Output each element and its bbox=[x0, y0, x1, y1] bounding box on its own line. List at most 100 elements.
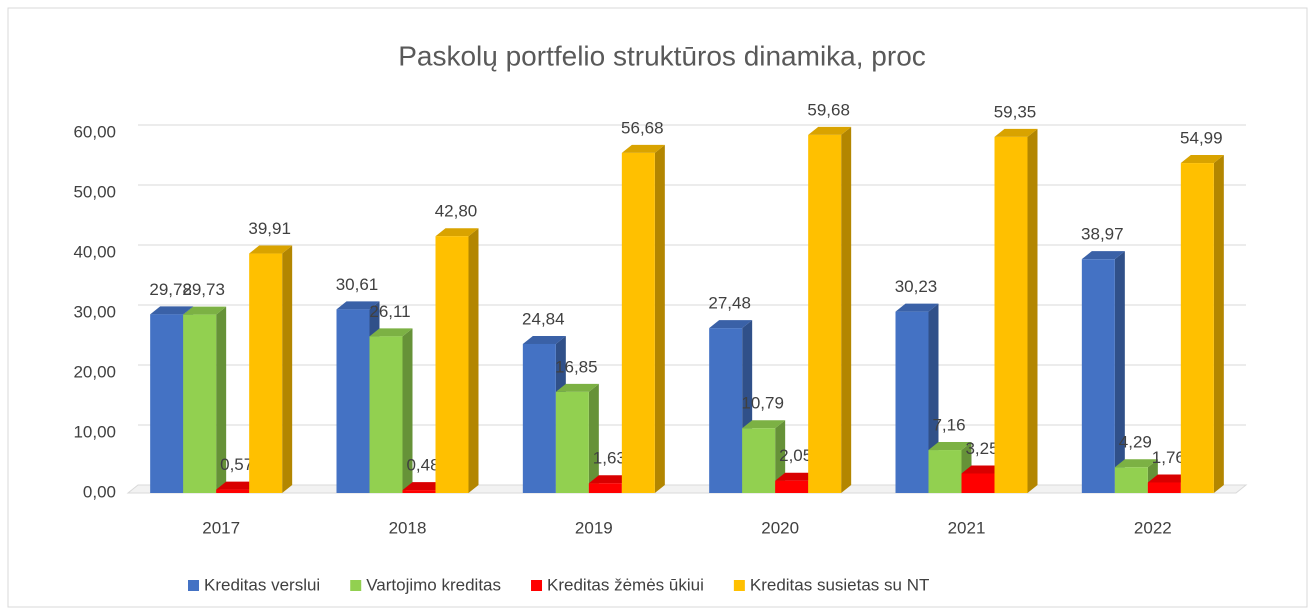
bar-side bbox=[282, 245, 293, 493]
data-label: 29,78 bbox=[149, 280, 192, 299]
legend-label: Kreditas žėmės ūkiui bbox=[547, 575, 704, 594]
data-label: 39,91 bbox=[248, 219, 291, 238]
legend-swatch bbox=[531, 580, 543, 591]
bar-front bbox=[621, 152, 655, 494]
legend-swatch bbox=[733, 580, 745, 591]
legend-label: Vartojimo kreditas bbox=[366, 575, 501, 594]
bar bbox=[435, 228, 479, 493]
bar-top bbox=[928, 442, 972, 451]
bar bbox=[369, 328, 413, 493]
data-label: 1,63 bbox=[593, 449, 626, 468]
bar-front bbox=[709, 328, 743, 493]
bar-top bbox=[1114, 459, 1158, 468]
bar bbox=[555, 383, 599, 493]
data-label: 59,68 bbox=[807, 100, 850, 119]
x-tick-label: 2020 bbox=[761, 518, 799, 537]
bar-top bbox=[775, 472, 819, 481]
bar-top bbox=[994, 128, 1038, 137]
data-label: 42,80 bbox=[435, 202, 478, 221]
bar bbox=[994, 128, 1038, 493]
data-label: 27,48 bbox=[708, 294, 751, 313]
bar-top bbox=[150, 306, 194, 315]
x-tick-label: 2017 bbox=[202, 518, 240, 537]
bar-front bbox=[1081, 259, 1115, 493]
data-label: 2,05 bbox=[779, 446, 812, 465]
bar-front bbox=[895, 311, 929, 493]
legend-swatch bbox=[188, 580, 199, 591]
bar-front bbox=[928, 450, 962, 493]
bar-front bbox=[249, 253, 283, 493]
floor bbox=[126, 484, 1248, 494]
bar-side bbox=[841, 126, 852, 494]
y-tick-label: 50,00 bbox=[73, 182, 116, 201]
bar-front bbox=[742, 428, 776, 493]
bar-top bbox=[588, 475, 632, 484]
x-tick-label: 2018 bbox=[389, 518, 427, 537]
bar-front bbox=[402, 490, 436, 493]
bar-top bbox=[742, 420, 786, 429]
bar-front bbox=[369, 336, 403, 493]
bar-top bbox=[961, 465, 1005, 474]
bar bbox=[1180, 155, 1224, 493]
bar bbox=[621, 144, 665, 494]
legend-label: Kreditas susietas su NT bbox=[750, 575, 930, 594]
bar-front bbox=[994, 136, 1028, 493]
bar-side bbox=[1027, 128, 1038, 493]
bar-side bbox=[402, 328, 413, 493]
bar-front bbox=[336, 309, 370, 493]
bar-front bbox=[435, 236, 469, 493]
legend-label: Kreditas verslui bbox=[204, 575, 320, 594]
y-tick-label: 60,00 bbox=[73, 122, 116, 141]
bar-side bbox=[216, 306, 227, 493]
bar-side bbox=[654, 144, 665, 494]
bar-top bbox=[336, 301, 380, 310]
y-tick-label: 30,00 bbox=[73, 302, 116, 321]
bar-top bbox=[435, 228, 479, 237]
data-label: 56,68 bbox=[621, 118, 664, 137]
data-label: 38,97 bbox=[1081, 225, 1124, 244]
bar-side bbox=[1114, 251, 1125, 493]
data-label: 4,29 bbox=[1119, 433, 1152, 452]
bar-front bbox=[1114, 467, 1148, 493]
data-label: 10,79 bbox=[741, 394, 784, 413]
bar bbox=[249, 245, 293, 493]
bar-side bbox=[1213, 155, 1224, 493]
bar bbox=[742, 420, 786, 493]
bar-top bbox=[1180, 155, 1224, 164]
bar-top bbox=[249, 245, 293, 254]
bar bbox=[1081, 251, 1125, 493]
data-label: 30,61 bbox=[336, 275, 379, 294]
bar-front bbox=[961, 473, 995, 493]
bar-top bbox=[808, 126, 852, 135]
y-tick-label: 40,00 bbox=[73, 242, 116, 261]
bar-top bbox=[216, 481, 260, 490]
bar-top bbox=[183, 306, 227, 315]
bar-front bbox=[588, 483, 622, 493]
bar-top bbox=[555, 383, 599, 392]
x-tick-label: 2021 bbox=[948, 518, 986, 537]
bar-front bbox=[216, 489, 250, 493]
y-tick-label: 10,00 bbox=[73, 422, 116, 441]
bar-top bbox=[1147, 474, 1191, 483]
data-label: 3,25 bbox=[965, 439, 998, 458]
bar-top bbox=[621, 144, 665, 153]
bar-top bbox=[369, 328, 413, 337]
data-label: 54,99 bbox=[1180, 129, 1223, 148]
bar-top bbox=[1081, 251, 1125, 260]
data-label: 26,11 bbox=[369, 302, 410, 321]
bar-front bbox=[775, 480, 809, 493]
bar bbox=[775, 472, 819, 493]
bar bbox=[808, 126, 852, 494]
bar-top bbox=[522, 335, 566, 344]
bar-front bbox=[808, 134, 842, 494]
data-label: 1,76 bbox=[1152, 448, 1185, 467]
data-label: 0,48 bbox=[406, 456, 439, 475]
bar-top bbox=[895, 303, 939, 312]
bar-front bbox=[150, 314, 184, 493]
bar-side bbox=[468, 228, 479, 493]
bar-front bbox=[1147, 482, 1181, 493]
bar-front bbox=[183, 314, 217, 493]
data-label: 7,16 bbox=[932, 416, 965, 435]
bar-side bbox=[588, 383, 599, 493]
